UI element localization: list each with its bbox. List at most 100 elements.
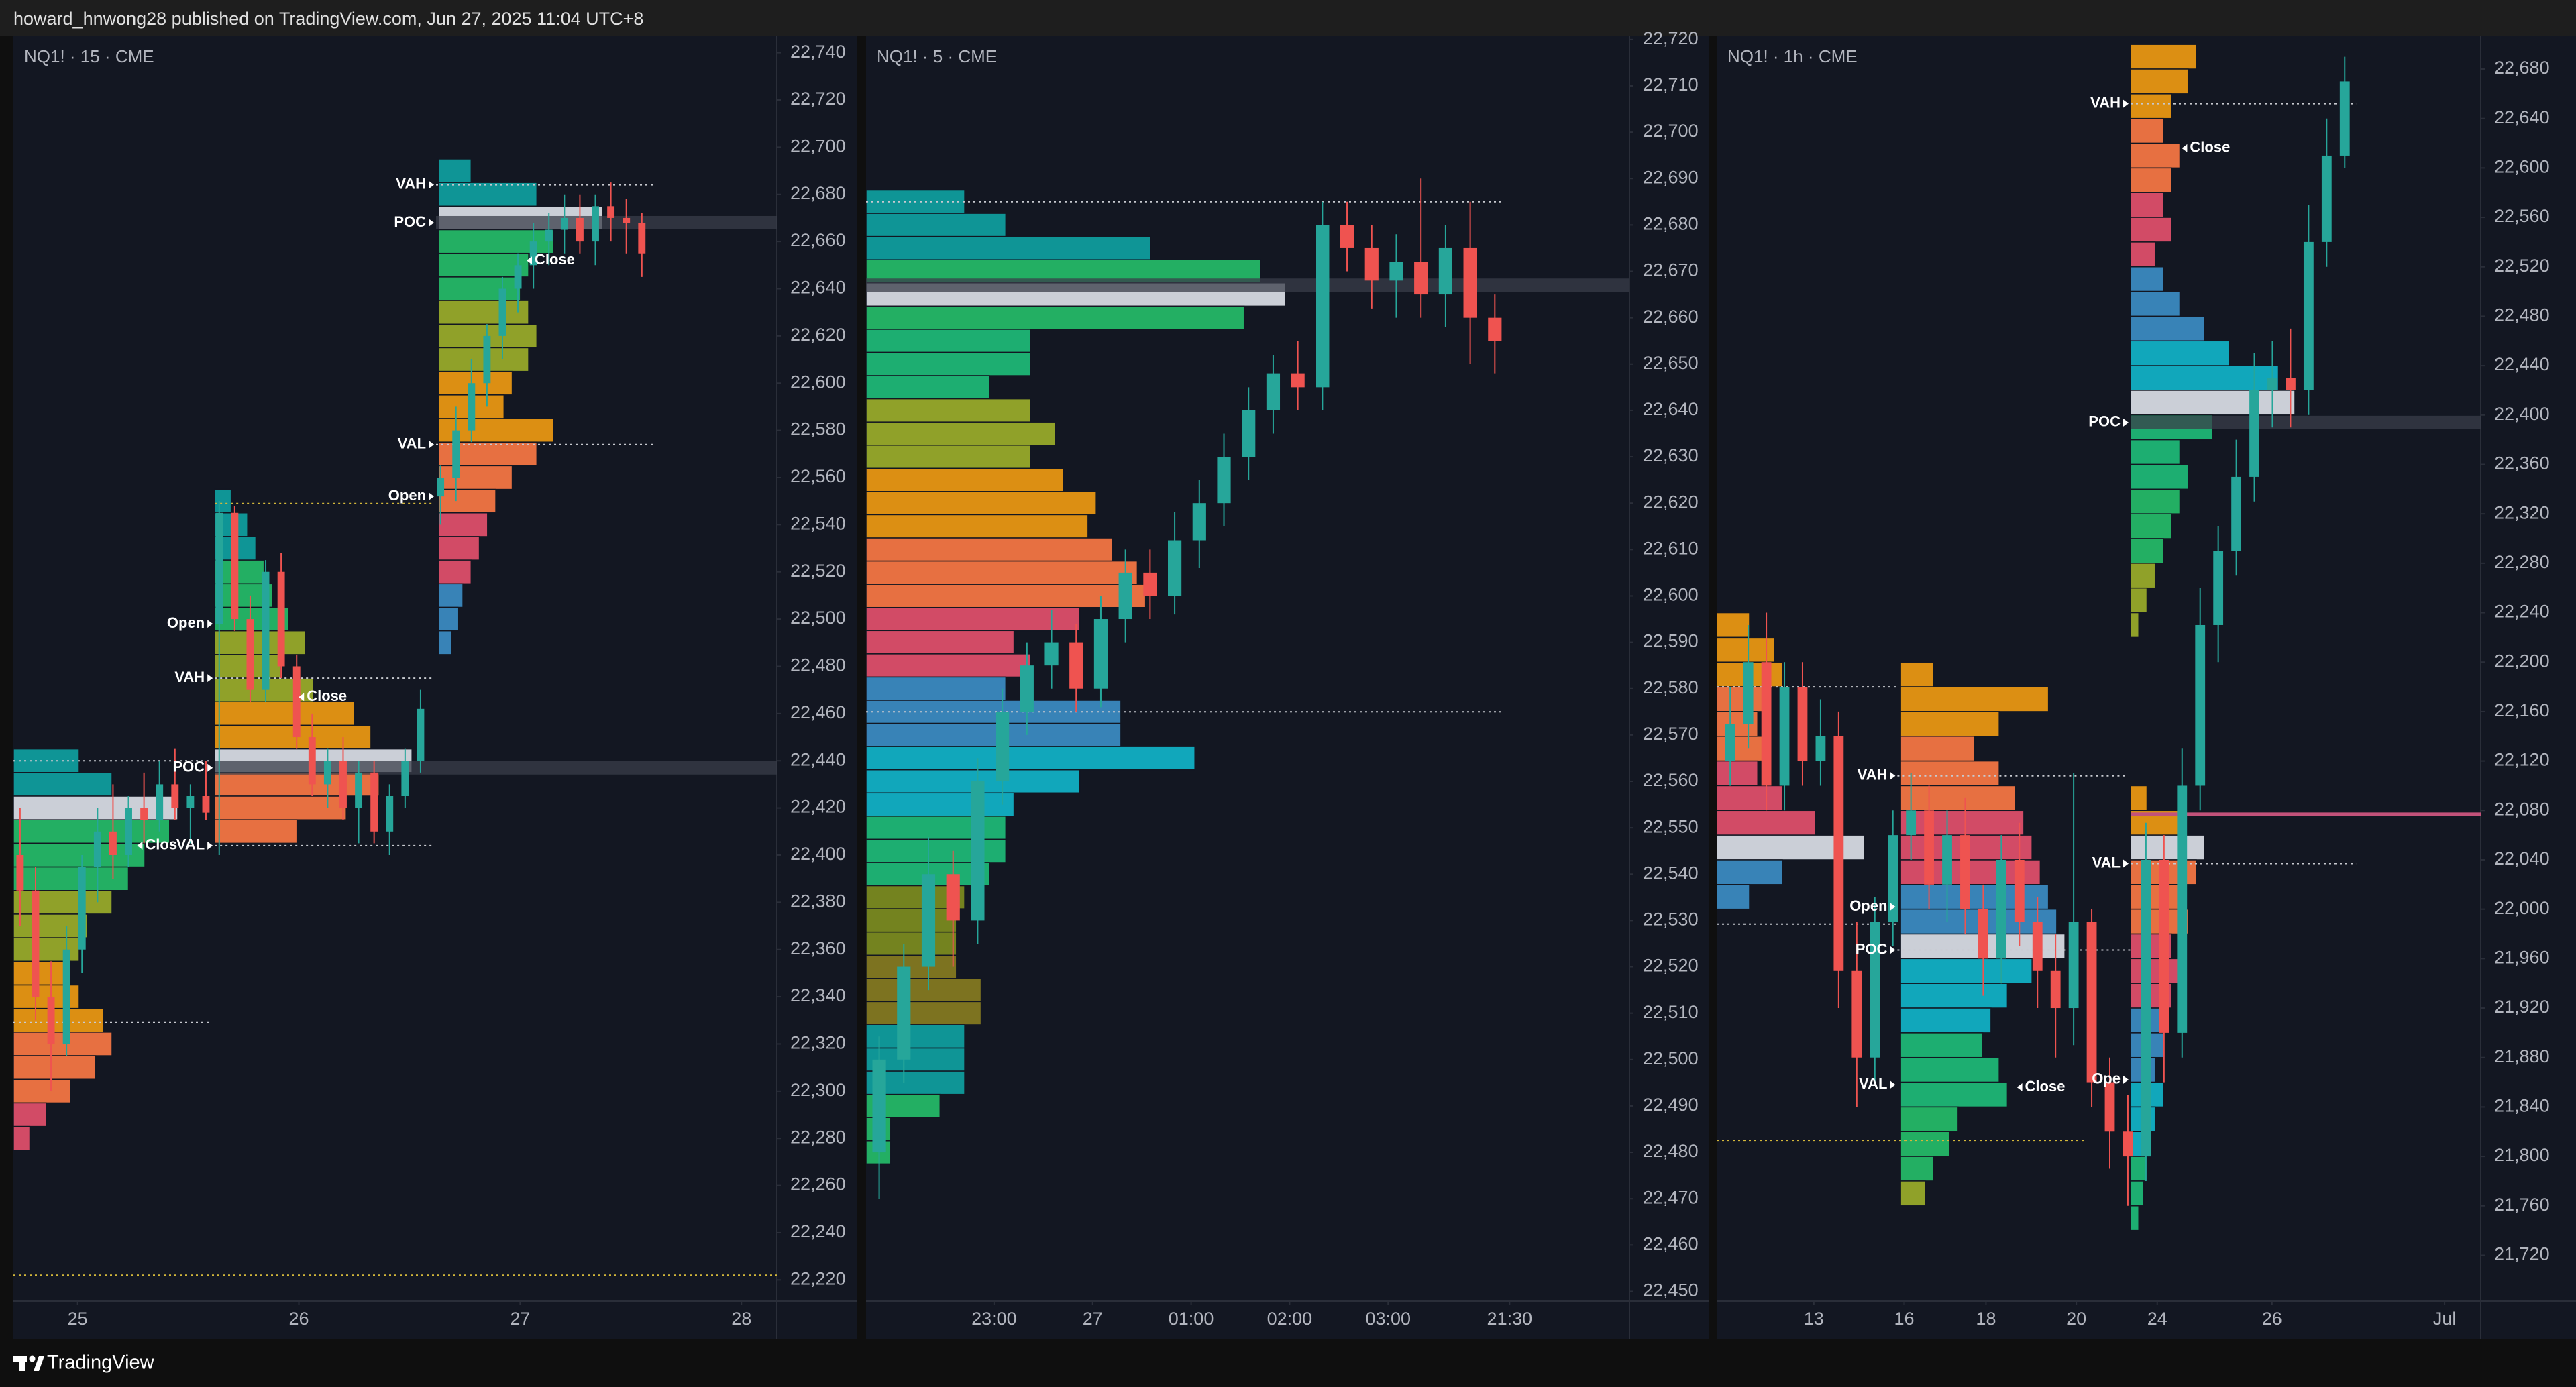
candle-body [468,383,476,431]
profile-row [1717,785,1783,812]
profile-row [866,816,1007,840]
profile-row [437,158,472,183]
label-arrow [1890,1080,1896,1089]
candle [401,748,409,808]
y-tick-label: 22,480 [790,655,846,675]
y-tick-label: 22,280 [2494,552,2550,572]
candle [1069,623,1083,712]
profile-row [13,913,88,938]
profile-row [2130,1156,2148,1182]
level-label-text: VAL [398,435,426,452]
candle-body [78,867,86,950]
candle-body [2050,970,2061,1009]
candle-body [109,831,117,855]
profile-row [1717,859,1783,885]
candle-body [1143,572,1157,596]
logo-part [34,1356,44,1371]
candle [277,553,285,679]
profile-row [214,772,380,797]
profile-row [2130,142,2181,169]
level-label-text: Open [1849,897,1887,914]
profile-row [2130,785,2148,812]
candle-body [125,808,132,855]
candle [2267,341,2277,428]
candle [560,194,568,254]
candle [2286,328,2296,428]
level-label: Open [167,614,213,631]
candle-body [292,666,301,738]
y-tick-label: 22,710 [1643,74,1699,95]
candle [468,359,476,443]
y-tick-label: 22,570 [1643,724,1699,744]
level-label: VAH [396,175,435,192]
candle-body [607,206,615,218]
candle [437,465,445,525]
header-text: howard_hnwong28 published on TradingView… [13,9,643,29]
tradingview-logo[interactable]: TradingView [13,1352,155,1374]
profile-row [13,1102,47,1127]
x-tick-label: 27 [510,1309,530,1329]
candle-body [262,571,270,690]
level-label-text: VAL [1859,1075,1887,1092]
profile-row [1900,1056,2000,1083]
candle-body [483,335,491,384]
label-arrow [207,674,213,683]
candle-body [2014,859,2025,922]
y-tick-label: 21,760 [2494,1195,2550,1215]
label-arrow [1890,771,1896,780]
y-tick-label: 22,440 [2494,354,2550,374]
candle-body [1906,810,1917,836]
volume-profile [214,488,413,844]
poc-band [436,215,777,229]
candle-body [355,772,363,808]
candle [1316,201,1330,410]
candle [2231,439,2242,576]
level-label: VAL [398,435,435,452]
profile-row [1900,760,2000,787]
candle [1217,433,1231,526]
candle-body [62,949,70,1044]
profile-row [2130,117,2164,144]
candle [2177,748,2188,1058]
header-bar [0,0,2576,36]
candle-body [93,831,101,867]
y-tick-label: 22,520 [790,561,846,581]
candle-body [921,874,936,967]
profile-row [1900,1156,1934,1182]
profile-row [1717,612,1750,639]
candle-body [215,512,223,624]
y-tick-label: 21,800 [2494,1145,2550,1165]
candle-body [638,222,646,254]
profile-row [1900,1081,2008,1108]
level-label-text: POC [172,759,205,775]
candle [1364,225,1379,309]
y-tick-label: 22,650 [1643,353,1699,373]
candle [1266,354,1281,434]
candle [1291,341,1305,410]
candle [1815,699,1826,786]
candle-body [1020,665,1034,712]
candle [62,926,70,1056]
candle-body [2303,241,2314,390]
profile-row [2130,44,2197,70]
candle-body [140,808,148,820]
profile-row [13,795,178,820]
profile-row [437,583,464,608]
level-label-text: POC [1856,940,1888,957]
y-tick-label: 22,680 [790,183,846,203]
candle [576,194,584,254]
profile-row [437,512,488,537]
profile-row [13,842,146,868]
y-tick-label: 22,460 [1643,1233,1699,1254]
poc-band [215,761,777,775]
volume-profile [866,189,1286,1165]
level-label-text: Close [307,687,347,704]
label-arrow [2123,1075,2129,1084]
level-label: Close [2017,1078,2065,1095]
plot-area: VAH Close POC VAH VAL Open POC Ope VAL Close [1717,44,2481,1231]
level-label: VAL [2092,854,2129,871]
candle [946,850,960,967]
y-tick-label: 22,360 [2494,453,2550,474]
candle [2086,909,2097,1107]
candle-body [323,761,331,785]
